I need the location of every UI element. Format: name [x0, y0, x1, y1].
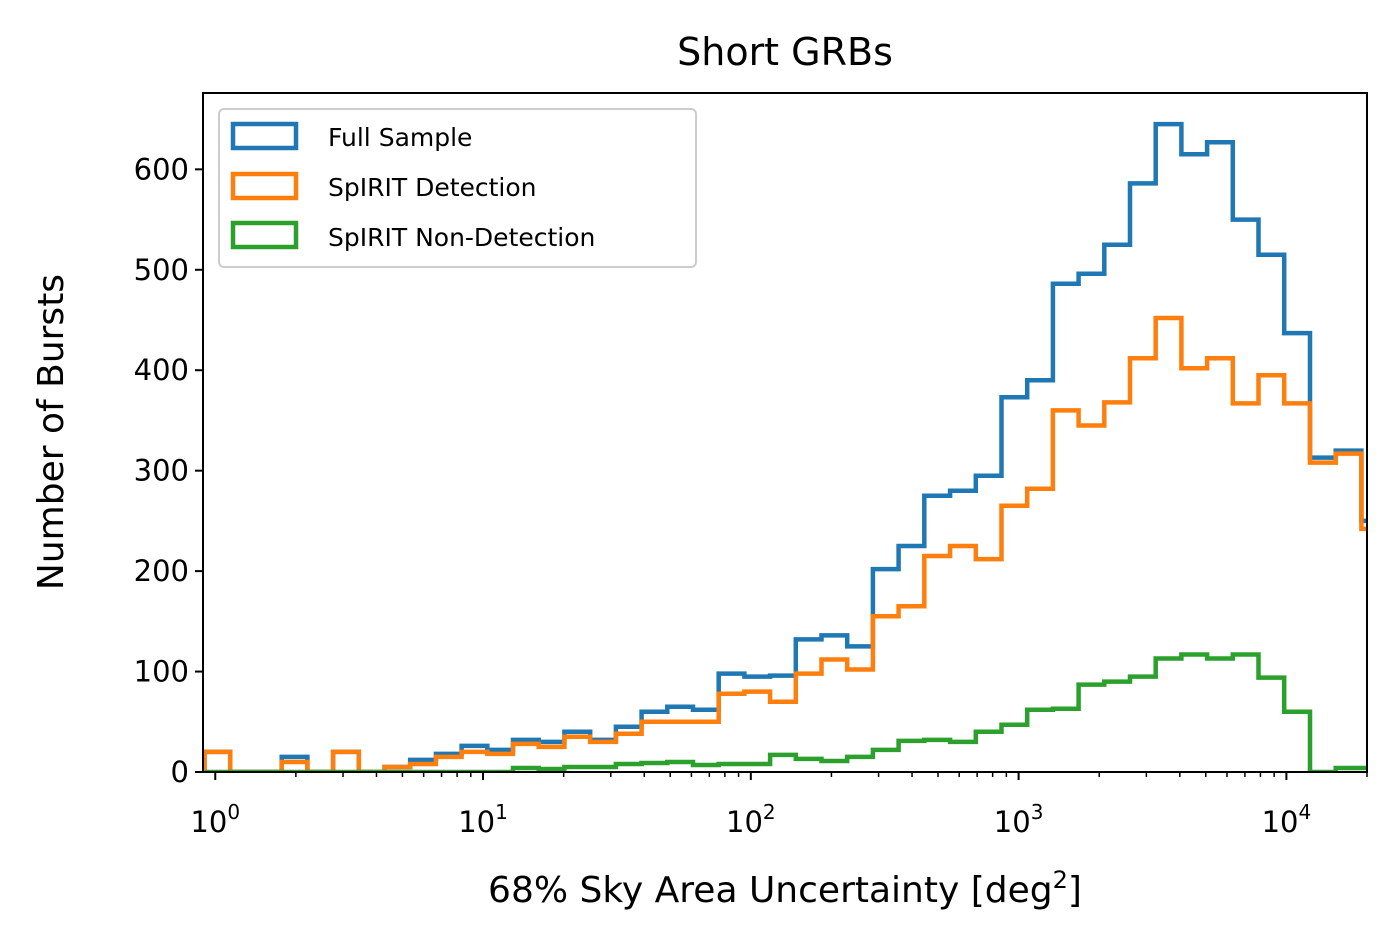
legend-label-spirit-non-detection: SpIRIT Non-Detection — [328, 223, 595, 252]
x-tick-label: 104 — [1262, 800, 1312, 839]
x-tick-label: 103 — [994, 800, 1044, 839]
y-tick-label: 600 — [134, 152, 189, 186]
axes-frame — [202, 92, 1368, 773]
chart-title: Short GRBs — [677, 30, 893, 74]
x-tick-label: 100 — [190, 800, 240, 839]
legend-swatch-spirit-non-detection — [230, 220, 299, 250]
series-spirit-detection — [203, 315, 1367, 772]
series-spirit-non-detection — [204, 652, 1367, 772]
legend-box — [218, 108, 697, 268]
x-tick-label: 101 — [458, 800, 508, 839]
legend-label-spirit-detection: SpIRIT Detection — [328, 173, 537, 202]
plot-area — [203, 121, 1367, 772]
y-tick-label: 300 — [134, 454, 189, 488]
legend-label-full-sample: Full Sample — [328, 123, 472, 152]
legend-swatch-spirit-detection — [230, 171, 299, 201]
y-tick-label: 400 — [134, 353, 189, 387]
y-tick-label: 200 — [134, 554, 189, 588]
x-axis: 100 101 102 103 104 — [190, 772, 1368, 839]
x-axis-label: 68% Sky Area Uncertainty [deg2] — [488, 866, 1082, 911]
y-axis: 0 100 200 300 400 500 600 — [134, 152, 203, 789]
y-tick-label: 0 — [171, 755, 189, 789]
x-tick-label: 102 — [726, 800, 776, 839]
series-full-sample — [203, 121, 1367, 772]
legend: Full Sample SpIRIT Detection SpIRIT Non-… — [218, 108, 697, 268]
y-axis-label: Number of Bursts — [31, 274, 72, 590]
legend-swatch-full-sample — [230, 121, 299, 151]
y-tick-label: 100 — [134, 655, 189, 689]
y-tick-label: 500 — [134, 253, 189, 287]
